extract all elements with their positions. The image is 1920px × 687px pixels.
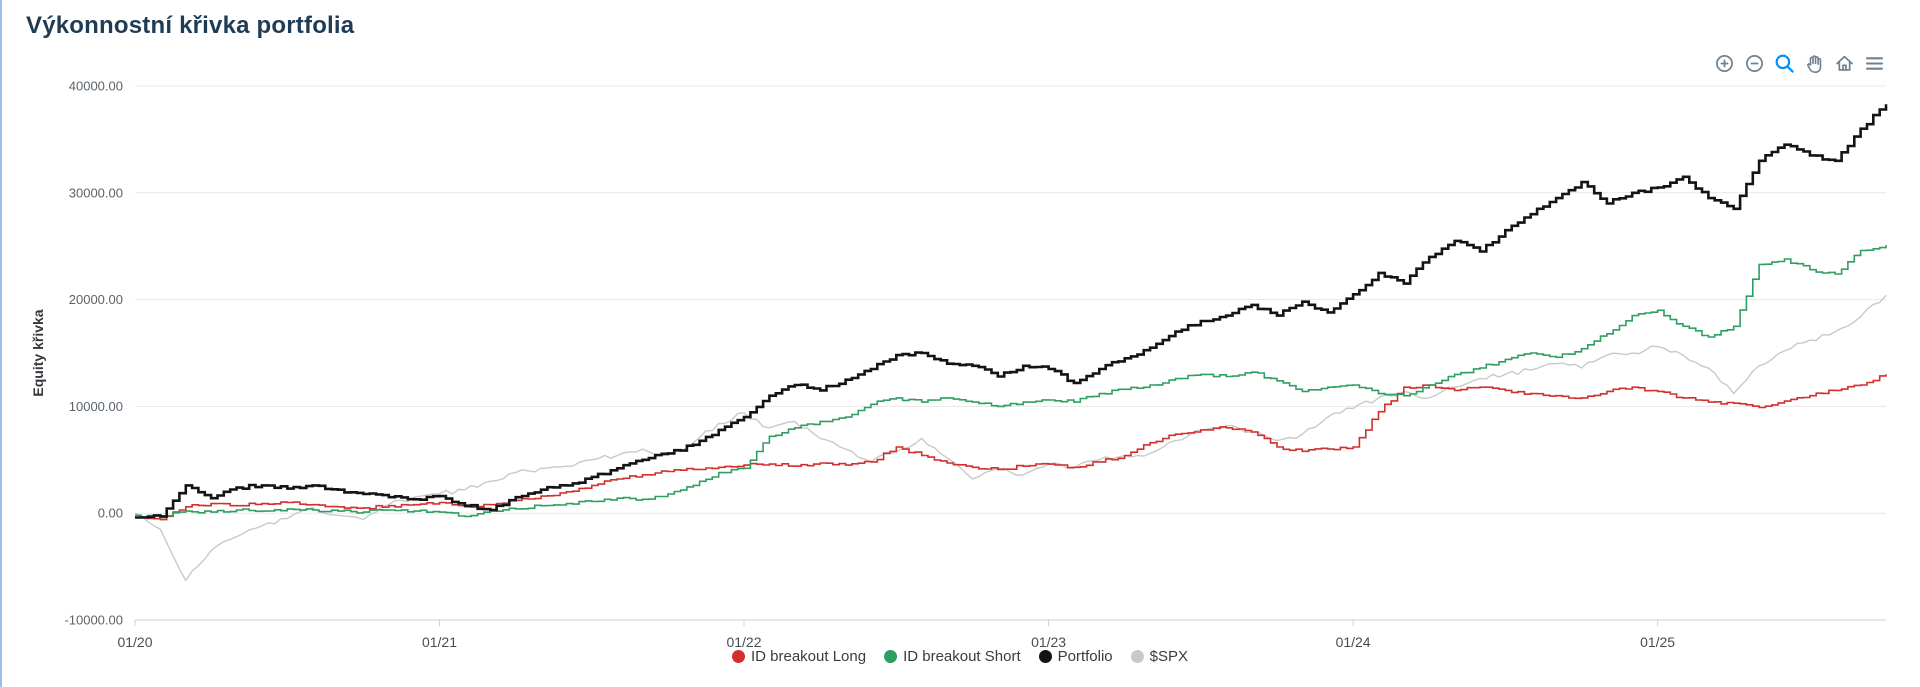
svg-text:20000.00: 20000.00 xyxy=(69,292,123,307)
legend-item[interactable]: Portfolio xyxy=(1038,648,1113,665)
svg-text:-10000.00: -10000.00 xyxy=(64,613,123,628)
window-edge xyxy=(0,0,2,687)
menu-icon[interactable] xyxy=(1863,52,1886,75)
svg-text:01/24: 01/24 xyxy=(1336,634,1371,650)
series-id-breakout-short xyxy=(135,245,1887,519)
home-icon[interactable] xyxy=(1833,52,1856,75)
series-portfolio xyxy=(135,104,1888,519)
svg-text:10000.00: 10000.00 xyxy=(69,399,123,414)
legend-marker xyxy=(1038,650,1052,663)
chart-toolbar xyxy=(1713,52,1886,75)
legend-item[interactable]: ID breakout Short xyxy=(884,648,1021,665)
page-title: Výkonnostní křivka portfolia xyxy=(26,12,355,39)
legend-marker xyxy=(1130,650,1144,663)
selection-zoom-icon[interactable] xyxy=(1773,52,1796,75)
legend-label: ID breakout Long xyxy=(750,648,867,665)
legend-label: Portfolio xyxy=(1057,648,1113,665)
svg-text:30000.00: 30000.00 xyxy=(69,185,123,200)
zoom-out-icon[interactable] xyxy=(1743,52,1766,75)
svg-text:01/25: 01/25 xyxy=(1640,634,1675,650)
svg-text:01/20: 01/20 xyxy=(117,634,152,650)
svg-text:0.00: 0.00 xyxy=(98,506,123,521)
zoom-in-icon[interactable] xyxy=(1713,52,1736,75)
legend-item[interactable]: $SPX xyxy=(1130,648,1189,665)
y-axis-title: Equity křivka xyxy=(30,309,46,397)
svg-text:40000.00: 40000.00 xyxy=(69,79,123,94)
series-id-breakout-long xyxy=(135,374,1887,521)
legend-marker xyxy=(884,650,898,663)
legend-marker xyxy=(731,650,745,663)
svg-text:01/21: 01/21 xyxy=(422,634,457,650)
pan-icon[interactable] xyxy=(1803,52,1826,75)
legend-label: $SPX xyxy=(1149,648,1189,665)
svg-text:01/23: 01/23 xyxy=(1031,634,1066,650)
legend-label: ID breakout Short xyxy=(903,648,1021,665)
legend-item[interactable]: ID breakout Long xyxy=(731,648,867,665)
series--spx xyxy=(134,294,1887,582)
legend: ID breakout Long ID breakout Short Portfol… xyxy=(0,648,1920,665)
svg-text:01/22: 01/22 xyxy=(726,634,761,650)
